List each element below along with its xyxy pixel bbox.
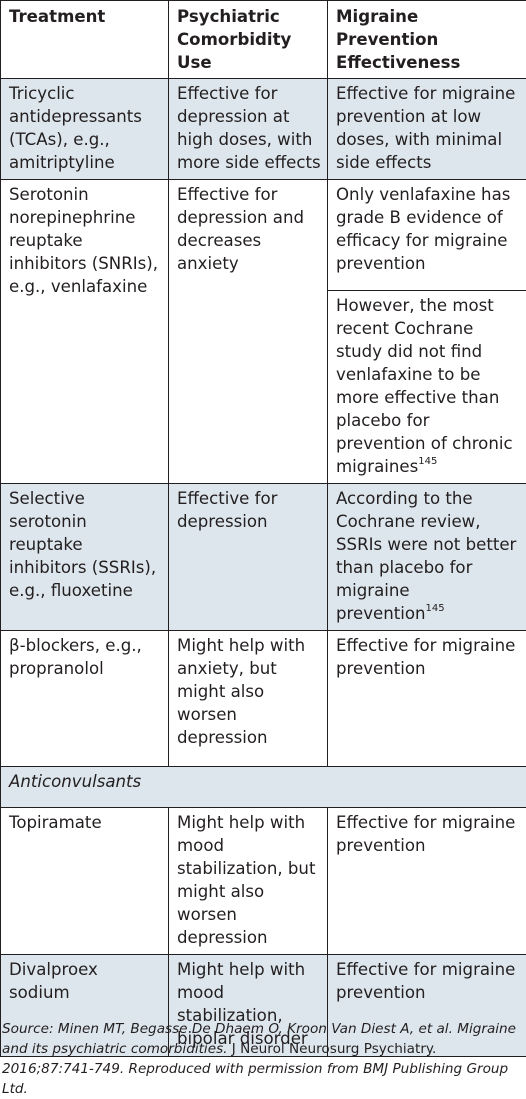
header-row: Treatment Psychiatric Comorbidity Use Mi… xyxy=(1,1,526,79)
cell-migraine-effectiveness: Effective for migraine prevention xyxy=(328,631,526,767)
cell-treatment: Selective serotonin reuptake inhibitors … xyxy=(1,484,169,631)
table-row-tca: Tricyclic antidepressants (TCAs), e.g., … xyxy=(1,79,526,180)
source-citation: Source: Minen MT, Begasse De Dhaem O, Kr… xyxy=(2,1019,524,1099)
cell-treatment: Topiramate xyxy=(1,808,169,955)
header-psychiatric-use: Psychiatric Comorbidity Use xyxy=(169,1,328,79)
table-row-topiramate: Topiramate Might help with mood stabiliz… xyxy=(1,808,526,955)
header-treatment: Treatment xyxy=(1,1,169,79)
cell-migraine-effectiveness: Effective for migraine prevention at low… xyxy=(328,79,526,180)
reference-superscript: 145 xyxy=(418,456,437,467)
table-row-anticonvulsants-heading: Anticonvulsants xyxy=(1,767,526,808)
cell-psychiatric-use: Effective for depression xyxy=(169,484,328,631)
comparison-table-container: Treatment Psychiatric Comorbidity Use Mi… xyxy=(0,0,526,1057)
cell-migraine-effectiveness: Effective for migraine prevention xyxy=(328,808,526,955)
table-row-beta-blockers: β-blockers, e.g., propranolol Might help… xyxy=(1,631,526,767)
cell-text: However, the most recent Cochrane study … xyxy=(336,296,513,476)
cell-psychiatric-use: Effective for depression and decreases a… xyxy=(169,180,328,484)
citation-suffix: 2016;87:741-749. Reproduced with permiss… xyxy=(2,1061,508,1097)
cell-psychiatric-use: Might help with anxiety, but might also … xyxy=(169,631,328,767)
header-migraine-effectiveness: Migraine Prevention Effectiveness xyxy=(328,1,526,79)
cell-treatment: Tricyclic antidepressants (TCAs), e.g., … xyxy=(1,79,169,180)
table-row-snri: Serotonin norepinephrine reuptake inhibi… xyxy=(1,180,526,291)
cell-treatment: β-blockers, e.g., propranolol xyxy=(1,631,169,767)
section-heading-anticonvulsants: Anticonvulsants xyxy=(1,767,526,808)
cell-treatment: Serotonin norepinephrine reuptake inhibi… xyxy=(1,180,169,484)
table-row-ssri: Selective serotonin reuptake inhibitors … xyxy=(1,484,526,631)
cell-psychiatric-use: Might help with mood stabilization, but … xyxy=(169,808,328,955)
cell-migraine-effectiveness: According to the Cochrane review, SSRIs … xyxy=(328,484,526,631)
cell-migraine-effectiveness: Only venlafaxine has grade B evidence of… xyxy=(328,180,526,291)
journal-name: J Neurol Neurosurg Psychiatry. xyxy=(232,1041,437,1057)
reference-superscript: 145 xyxy=(426,603,445,614)
comparison-table: Treatment Psychiatric Comorbidity Use Mi… xyxy=(0,0,526,1057)
cell-psychiatric-use: Effective for depression at high doses, … xyxy=(169,79,328,180)
cell-migraine-effectiveness-continued: However, the most recent Cochrane study … xyxy=(328,291,526,484)
